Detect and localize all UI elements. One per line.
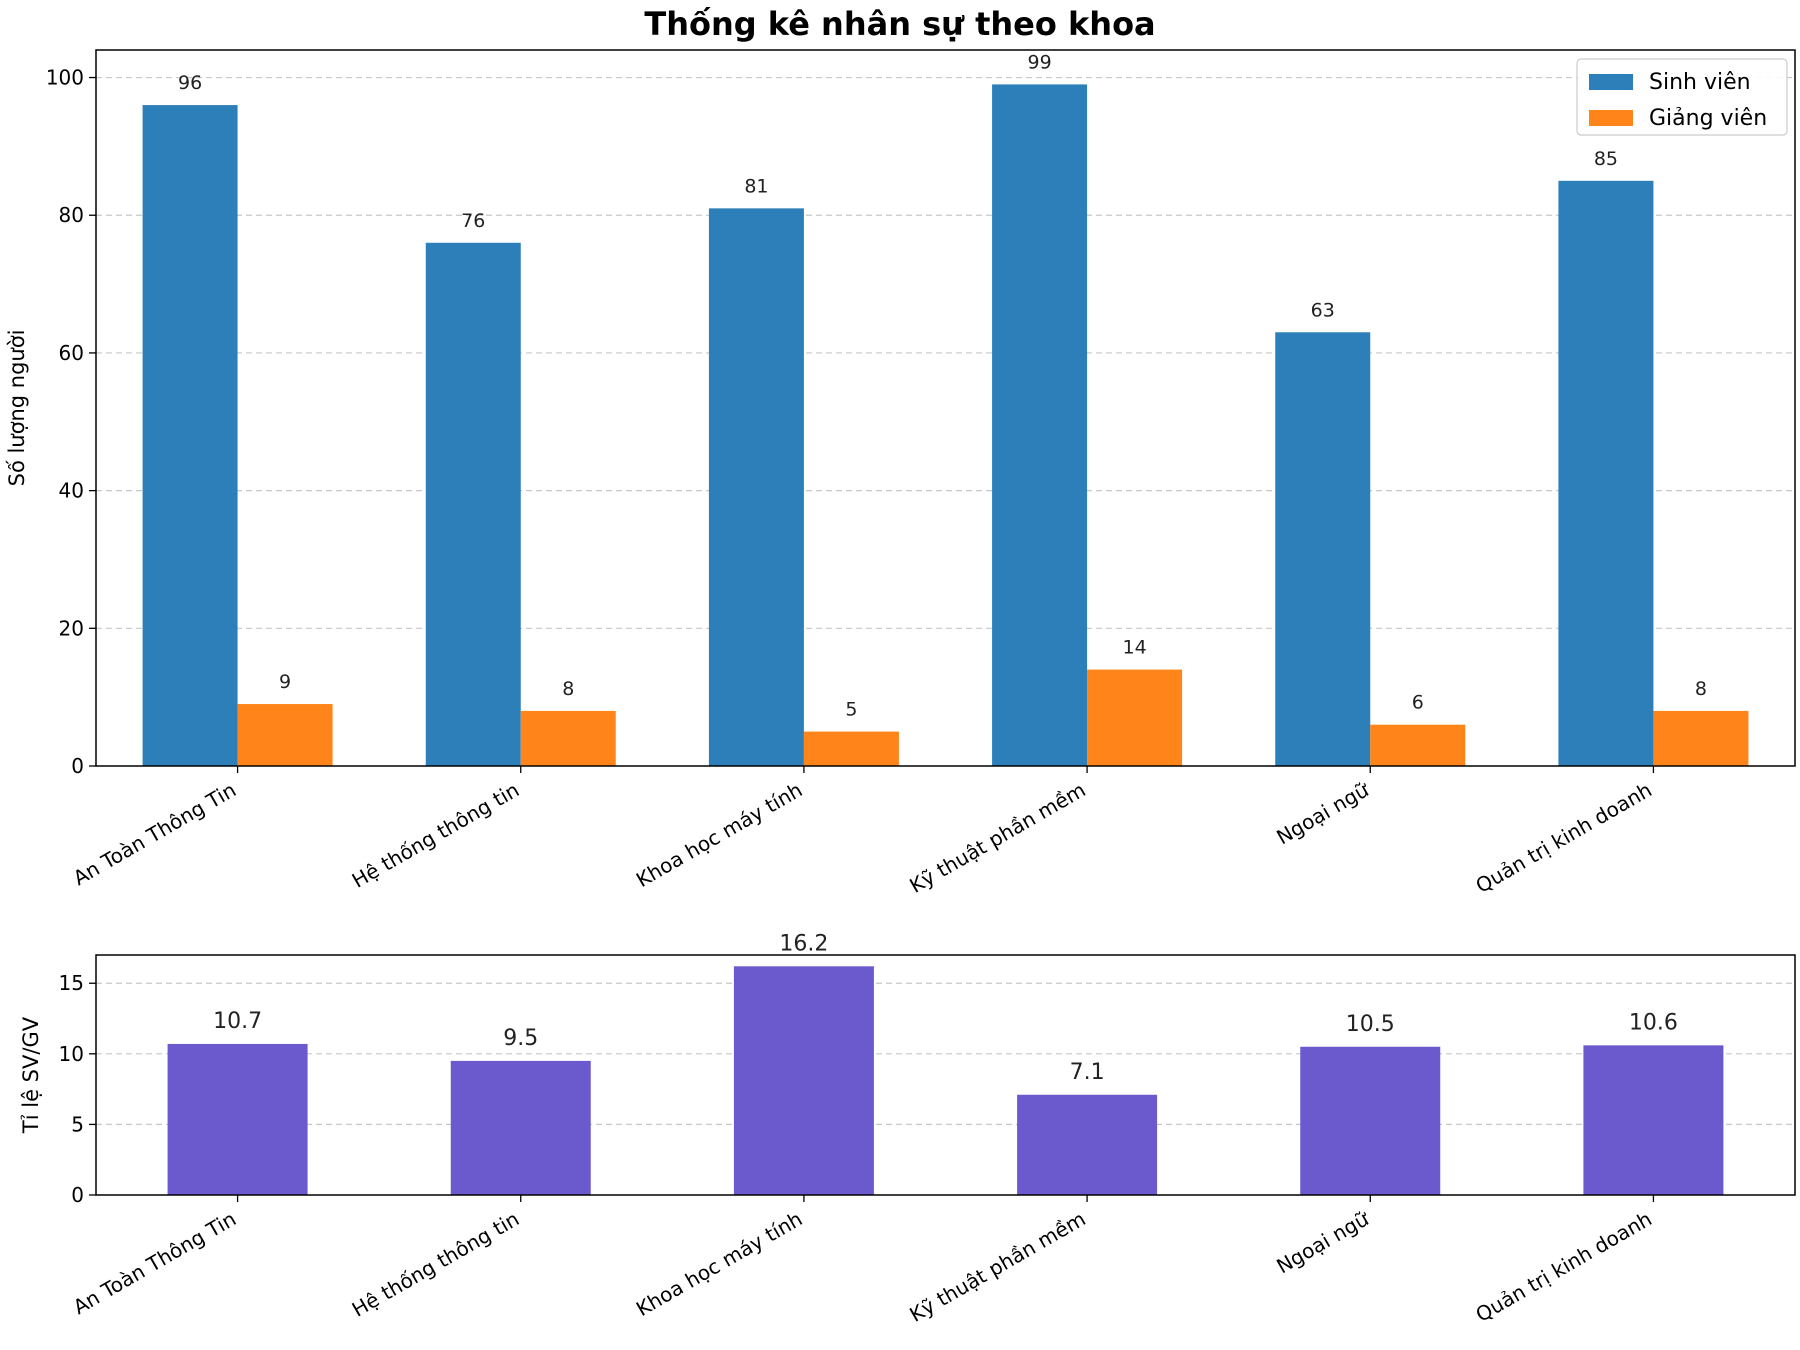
- y-tick-label: 15: [59, 971, 84, 995]
- bar-giang-vien-ky-thuat-phan-mem: [1087, 669, 1183, 766]
- x-tick-label: Kỹ thuật phần mềm: [905, 778, 1089, 898]
- data-label: 7.1: [1070, 1060, 1105, 1085]
- legend-swatch-giang-vien: [1589, 110, 1633, 126]
- x-tick-label: Quản trị kinh doanh: [1472, 1207, 1656, 1327]
- bar-sinh-vien-he-thong-thong-tin: [425, 242, 521, 766]
- y-tick-label: 40: [59, 479, 84, 503]
- data-label: 16.2: [779, 931, 828, 956]
- bar-giang-vien-an-toan-thong-tin: [237, 704, 333, 766]
- bar-sinh-vien-ky-thuat-phan-mem: [992, 84, 1088, 766]
- bar-giang-vien-quan-tri-kinh-doanh: [1653, 710, 1749, 766]
- data-label: 81: [744, 175, 768, 197]
- plot-frame: [95, 954, 1796, 1196]
- plot-frame: [95, 49, 1796, 767]
- data-label: 96: [178, 72, 202, 94]
- x-tick-label: Hệ thống thông tin: [348, 1207, 523, 1322]
- x-tick-label: Khoa học máy tính: [632, 1207, 806, 1322]
- data-label: 8: [562, 678, 574, 700]
- legend-label-giang-vien: Giảng viên: [1649, 106, 1767, 131]
- bar-ratio-khoa-hoc-may-tinh: [733, 966, 874, 1195]
- y-axis-title: Số lượng người: [5, 330, 29, 487]
- x-tick-label: Khoa học máy tính: [632, 778, 806, 893]
- bar-giang-vien-khoa-hoc-may-tinh: [803, 731, 899, 766]
- data-label: 63: [1311, 299, 1335, 321]
- y-tick-label: 0: [71, 754, 84, 778]
- data-label: 9.5: [503, 1026, 538, 1051]
- bar-giang-vien-ngoai-ngu: [1370, 724, 1466, 766]
- data-label: 6: [1412, 692, 1424, 714]
- chart-title: Thống kê nhân sự theo khoa: [644, 5, 1155, 43]
- x-tick-label: An Toàn Thông Tin: [69, 1207, 240, 1320]
- data-label: 9: [279, 671, 291, 693]
- legend-swatch-sinh-vien: [1589, 74, 1633, 90]
- y-tick-label: 60: [59, 341, 84, 365]
- data-label: 5: [845, 699, 857, 721]
- data-label: 14: [1122, 637, 1146, 659]
- bar-ratio-he-thong-thong-tin: [450, 1060, 591, 1195]
- y-tick-label: 20: [59, 616, 84, 640]
- x-tick-label: An Toàn Thông Tin: [69, 778, 240, 891]
- data-label: 85: [1594, 148, 1618, 170]
- bar-sinh-vien-an-toan-thong-tin: [142, 105, 238, 767]
- x-tick-label: Ngoại ngữ: [1272, 777, 1374, 850]
- data-label: 76: [461, 210, 485, 232]
- x-tick-label: Hệ thống thông tin: [348, 778, 523, 893]
- bar-sinh-vien-khoa-hoc-may-tinh: [708, 208, 804, 766]
- bar-ratio-quan-tri-kinh-doanh: [1583, 1045, 1724, 1195]
- data-label: 8: [1695, 678, 1707, 700]
- data-label: 99: [1027, 51, 1051, 73]
- bar-ratio-an-toan-thong-tin: [167, 1043, 308, 1195]
- y-tick-label: 80: [59, 203, 84, 227]
- bar-giang-vien-he-thong-thong-tin: [520, 710, 616, 766]
- y-tick-label: 5: [71, 1112, 84, 1136]
- data-label: 10.7: [213, 1009, 262, 1034]
- data-label: 10.6: [1629, 1010, 1678, 1035]
- y-tick-label: 10: [59, 1042, 84, 1066]
- bar-sinh-vien-ngoai-ngu: [1275, 332, 1371, 766]
- x-tick-label: Ngoại ngữ: [1272, 1206, 1374, 1279]
- x-tick-label: Kỹ thuật phần mềm: [905, 1207, 1089, 1327]
- y-tick-label: 0: [71, 1183, 84, 1207]
- bar-ratio-ngoai-ngu: [1300, 1046, 1441, 1195]
- data-label: 10.5: [1346, 1012, 1395, 1037]
- ratio-chart: 10.7 9.5 16.2 7.1 10.5 10.6 0 5 10 15 An Toàn Thôn…: [19, 931, 1796, 1327]
- legend-label-sinh-vien: Sinh viên: [1649, 70, 1751, 95]
- y-axis-title: Tỉ lệ SV/GV: [19, 1016, 43, 1134]
- bar-sinh-vien-quan-tri-kinh-doanh: [1558, 180, 1654, 767]
- y-tick-label: 100: [46, 66, 84, 90]
- bar-ratio-ky-thuat-phan-mem: [1017, 1094, 1158, 1195]
- x-tick-label: Quản trị kinh doanh: [1472, 778, 1656, 898]
